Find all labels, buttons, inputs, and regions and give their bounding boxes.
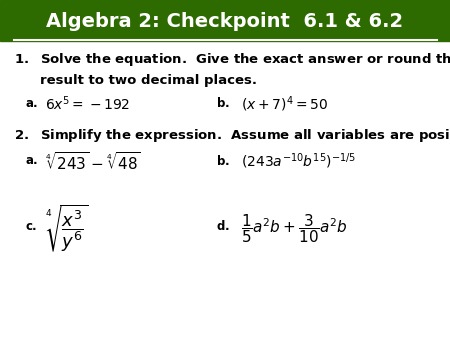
Text: $6x^5 = -192$: $6x^5 = -192$: [45, 95, 130, 114]
Text: $\mathbf{c.}$: $\mathbf{c.}$: [25, 220, 37, 233]
Text: $\mathbf{d.}$: $\mathbf{d.}$: [216, 219, 230, 234]
Text: $\sqrt[4]{\dfrac{x^3}{y^6}}$: $\sqrt[4]{\dfrac{x^3}{y^6}}$: [45, 202, 88, 254]
Text: $(243a^{-10}b^{15})^{-1/5}$: $(243a^{-10}b^{15})^{-1/5}$: [241, 152, 356, 171]
Text: $(x + 7)^4 = 50$: $(x + 7)^4 = 50$: [241, 94, 328, 114]
FancyBboxPatch shape: [0, 0, 450, 41]
Text: $\mathbf{a.}$: $\mathbf{a.}$: [25, 154, 38, 167]
Text: result to two decimal places.: result to two decimal places.: [40, 74, 257, 87]
Text: $\mathbf{b.}$: $\mathbf{b.}$: [216, 153, 230, 168]
Text: Algebra 2: Checkpoint  6.1 & 6.2: Algebra 2: Checkpoint 6.1 & 6.2: [46, 13, 404, 31]
Text: $\mathbf{2.}$  Simplify the expression.  Assume all variables are positive.: $\mathbf{2.}$ Simplify the expression. A…: [14, 127, 450, 144]
Text: $\sqrt[4]{243} - \sqrt[4]{48}$: $\sqrt[4]{243} - \sqrt[4]{48}$: [45, 150, 141, 173]
Text: $\mathbf{b.}$: $\mathbf{b.}$: [216, 96, 230, 110]
Text: $\mathbf{1.}$  Solve the equation.  Give the exact answer or round the: $\mathbf{1.}$ Solve the equation. Give t…: [14, 51, 450, 68]
Text: $\mathbf{a.}$: $\mathbf{a.}$: [25, 97, 38, 110]
Text: $\dfrac{1}{5}a^2b + \dfrac{3}{10}a^2b$: $\dfrac{1}{5}a^2b + \dfrac{3}{10}a^2b$: [241, 212, 348, 244]
